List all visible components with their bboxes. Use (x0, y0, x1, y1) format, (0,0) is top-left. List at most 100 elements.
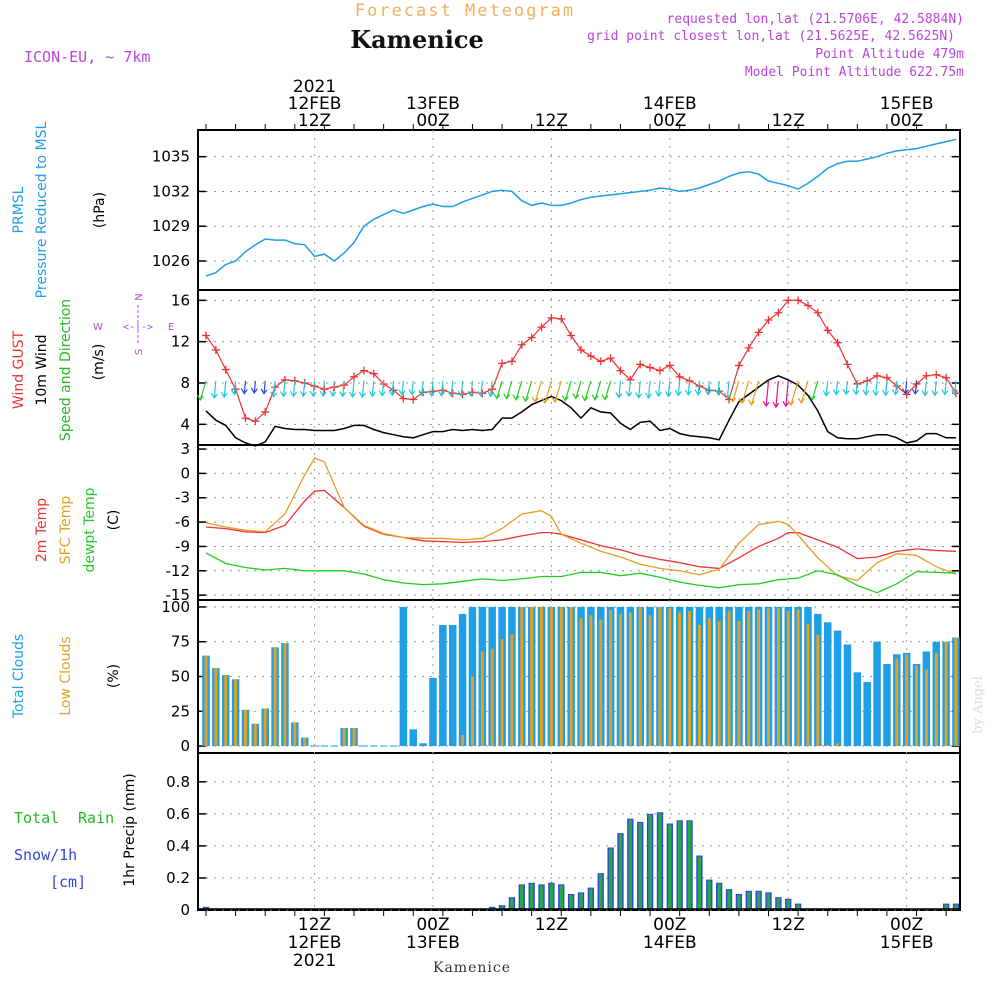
gust-marker (942, 373, 951, 382)
low-cloud-bar (283, 643, 287, 747)
wind-direction-arrow (561, 380, 572, 402)
wind-direction-arrow (572, 380, 582, 400)
temp-sfc-label: SFC Temp (58, 496, 74, 565)
time-label-date: 12FEB (288, 933, 342, 953)
time-label-hour: 00Z (890, 915, 923, 935)
wind-direction-arrow (289, 380, 297, 398)
precip-axis-label: 1hr Precip (mm) (122, 773, 138, 886)
low-cloud-bar (697, 625, 701, 747)
wind-direction-arrow (210, 380, 218, 400)
place-title: Kamenice (350, 25, 484, 54)
gust-marker (567, 331, 576, 340)
wind-direction-arrow (882, 380, 890, 397)
rain-bar (539, 885, 544, 910)
temp-dewpt-line (205, 552, 957, 594)
rain-bar (559, 885, 564, 910)
compass-north: N (134, 293, 145, 300)
wind-direction-arrow (655, 380, 663, 398)
gust-marker (655, 366, 664, 375)
low-cloud-bar (540, 606, 544, 747)
time-label-hour: 12Z (298, 915, 331, 935)
wind-direction-arrow (531, 380, 543, 404)
rain-bar (500, 906, 504, 910)
low-cloud-bar (796, 609, 800, 747)
pressure-label-sub: Pressure Reduced to MSL (34, 121, 50, 298)
wind-direction-arrow (941, 380, 949, 396)
product-title: Forecast Meteogram (355, 1, 575, 21)
gust-marker (211, 345, 220, 354)
gust-marker (794, 296, 803, 305)
wind-direction-arrow (408, 380, 416, 396)
wind-speed-line (205, 374, 956, 447)
low-cloud-bar (786, 611, 790, 747)
low-cloud-bar (737, 620, 741, 747)
rain-bar (608, 848, 613, 910)
time-label-hour: 12Z (535, 915, 568, 935)
wind-direction-arrow (260, 380, 268, 395)
low-cloud-bar (342, 727, 346, 747)
rain-bar (529, 883, 534, 910)
total-cloud-bar (833, 630, 842, 747)
y-tick-label: 0.8 (166, 773, 190, 791)
total-cloud-bar (843, 644, 852, 747)
grid-point: grid point closest lon,lat (21.5625E, 42… (587, 29, 955, 44)
rain-bar (618, 834, 623, 910)
rain-bar (786, 899, 791, 910)
pressure-panel-frame (197, 129, 961, 291)
wind-direction-arrow (694, 380, 702, 396)
rain-bar (687, 821, 692, 910)
clouds-low-label: Low Clouds (58, 636, 74, 715)
y-tick-label: 100 (161, 598, 190, 616)
low-cloud-bar (253, 723, 257, 747)
low-cloud-bar (905, 654, 909, 747)
wind-direction-arrow (512, 380, 523, 401)
wind-direction-arrow (674, 380, 682, 397)
gust-marker (675, 372, 684, 381)
wind-direction-arrow (339, 380, 347, 398)
gust-marker (843, 360, 852, 369)
rain-bar (510, 898, 514, 910)
wind-direction-arrow (349, 380, 357, 399)
rain-bar (707, 880, 712, 910)
wind-direction-arrow (477, 380, 485, 398)
y-tick-label: -6 (175, 513, 190, 531)
rain-bar (746, 891, 751, 910)
wind-direction-arrow (240, 380, 248, 395)
wind-direction-arrow (522, 380, 533, 403)
gust-marker (833, 338, 842, 347)
wind-direction-arrow (808, 380, 819, 402)
wind-direction-arrow (591, 380, 602, 401)
total-cloud-bar (458, 613, 467, 747)
wind-direction-label: Speed and Direction (58, 299, 74, 441)
wind-direction-arrow (901, 380, 909, 395)
gust-marker (784, 296, 793, 305)
wind-direction-arrow (729, 380, 740, 403)
rain-bar (944, 904, 948, 910)
wind-direction-arrow (951, 380, 959, 396)
total-cloud-bar (853, 672, 862, 747)
low-cloud-bar (727, 611, 731, 747)
rain-bar (648, 814, 652, 910)
footer-place: Kamenice (433, 960, 511, 976)
low-cloud-bar (214, 668, 218, 747)
gust-marker (744, 343, 753, 352)
time-label-hour: 00Z (653, 915, 686, 935)
chart-dynamic-layer: 1026 1029 1032 1035 4 8 12 16 -15 -12 -9 -6 -3 0 3 0 25 5… (152, 77, 960, 971)
total-cloud-bar (883, 663, 891, 747)
watermark: by Angel (971, 676, 986, 734)
wind-direction-arrow (738, 380, 750, 405)
rain-bar (579, 893, 583, 910)
temp-unit: (C) (106, 510, 122, 531)
wind-direction-arrow (358, 380, 366, 399)
total-cloud-bar (399, 606, 408, 747)
time-label-date: 12FEB (288, 94, 342, 114)
wind-direction-arrow (782, 380, 790, 408)
rain-bar (677, 821, 682, 910)
low-cloud-bar (569, 606, 573, 747)
gust-marker (636, 360, 645, 369)
low-cloud-bar (559, 606, 563, 747)
low-cloud-bar (461, 734, 465, 747)
total-cloud-bar (429, 677, 437, 747)
gust-marker (369, 369, 378, 378)
rain-bar (954, 904, 958, 910)
